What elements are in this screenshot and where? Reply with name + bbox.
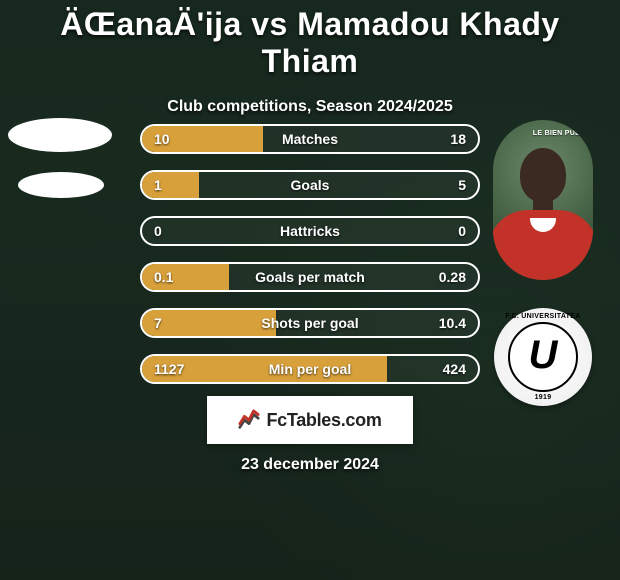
stat-row: 1127Min per goal424 bbox=[140, 354, 480, 384]
right-player-photo: LE BIEN PUBL bbox=[493, 120, 593, 280]
fctables-badge: FcTables.com bbox=[207, 396, 413, 444]
stat-row: 0.1Goals per match0.28 bbox=[140, 262, 480, 292]
content: ÄŒanaÄ'ija vs Mamadou Khady Thiam Club c… bbox=[0, 0, 620, 580]
date-label: 23 december 2024 bbox=[0, 456, 620, 474]
stat-row: 0Hattricks0 bbox=[140, 216, 480, 246]
left-player-avatar-placeholder bbox=[8, 118, 112, 152]
stat-label: Matches bbox=[142, 126, 478, 152]
stat-value-right: 0.28 bbox=[439, 264, 466, 290]
club-top-text: F.C. UNIVERSITATEA bbox=[494, 313, 592, 320]
stat-row: 10Matches18 bbox=[140, 124, 480, 154]
stat-label: Goals per match bbox=[142, 264, 478, 290]
photo-watermark: LE BIEN PUBL bbox=[533, 130, 585, 137]
stats-bars: 10Matches18 1Goals5 0Hattricks0 0.1Goals pe… bbox=[140, 124, 480, 400]
stat-label: Goals bbox=[142, 172, 478, 198]
page-title: ÄŒanaÄ'ija vs Mamadou Khady Thiam bbox=[0, 6, 620, 80]
stat-value-right: 424 bbox=[443, 356, 466, 382]
stat-row: 7Shots per goal10.4 bbox=[140, 308, 480, 338]
club-letter: U bbox=[529, 333, 558, 378]
stat-value-right: 18 bbox=[450, 126, 466, 152]
stat-label: Shots per goal bbox=[142, 310, 478, 336]
stat-value-right: 5 bbox=[458, 172, 466, 198]
stat-label: Hattricks bbox=[142, 218, 478, 244]
club-bottom-text: 1919 bbox=[494, 394, 592, 401]
left-player-column bbox=[8, 118, 118, 218]
left-club-badge-placeholder bbox=[18, 172, 104, 198]
chart-icon bbox=[238, 409, 260, 431]
right-player-column: LE BIEN PUBL F.C. UNIVERSITATEA 1919 U bbox=[488, 120, 598, 406]
fctables-label: FcTables.com bbox=[266, 410, 381, 431]
stat-row: 1Goals5 bbox=[140, 170, 480, 200]
stat-label: Min per goal bbox=[142, 356, 478, 382]
stat-value-right: 0 bbox=[458, 218, 466, 244]
right-club-badge: F.C. UNIVERSITATEA 1919 U bbox=[494, 308, 592, 406]
stat-value-right: 10.4 bbox=[439, 310, 466, 336]
subtitle: Club competitions, Season 2024/2025 bbox=[0, 98, 620, 116]
